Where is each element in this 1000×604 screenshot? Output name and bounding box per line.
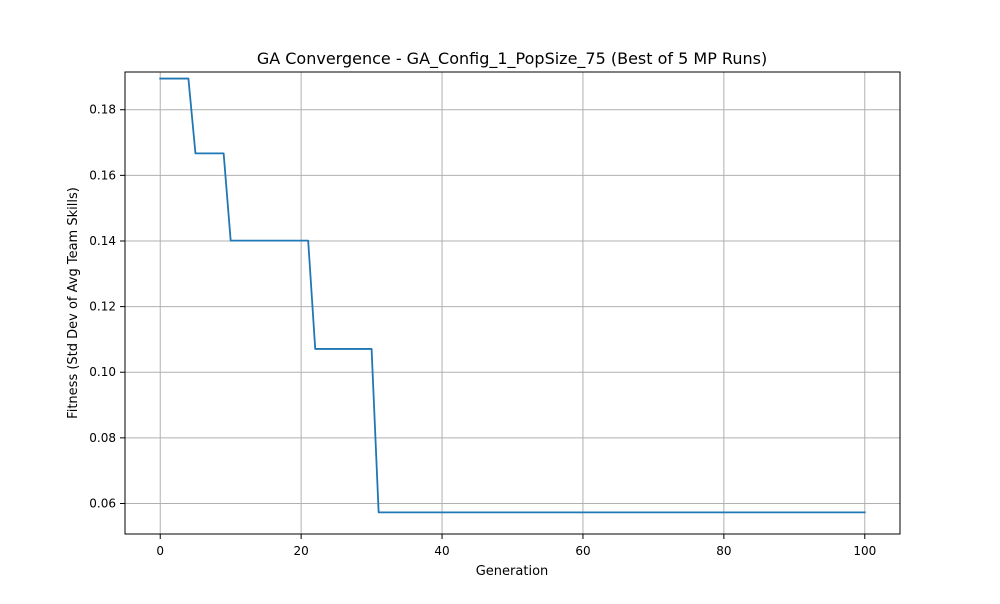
y-axis-label: Fitness (Std Dev of Avg Team Skills)	[66, 187, 81, 419]
ticks: 0 20 40 60 80 100 0.06 0.08 0.10 0.12 0.14 0.16 0.18	[89, 103, 876, 558]
x-tick-label: 40	[434, 544, 449, 558]
x-tick-label: 100	[853, 544, 876, 558]
y-tick-label: 0.18	[89, 103, 116, 117]
x-tick-label: 20	[293, 544, 308, 558]
y-tick-label: 0.08	[89, 431, 116, 445]
y-tick-label: 0.14	[89, 234, 116, 248]
x-tick-label: 80	[716, 544, 731, 558]
y-tick-label: 0.12	[89, 300, 116, 314]
y-tick-label: 0.06	[89, 496, 116, 510]
y-tick-label: 0.10	[89, 365, 116, 379]
y-tick-label: 0.16	[89, 168, 116, 182]
grid	[125, 72, 900, 534]
series-line	[159, 77, 866, 514]
x-tick-label: 0	[156, 544, 164, 558]
plot-frame	[124, 71, 901, 535]
x-axis-label: Generation	[476, 564, 549, 579]
chart-title: GA Convergence - GA_Config_1_PopSize_75 …	[257, 49, 767, 69]
series-layer	[159, 77, 866, 514]
x-tick-label: 60	[575, 544, 590, 558]
